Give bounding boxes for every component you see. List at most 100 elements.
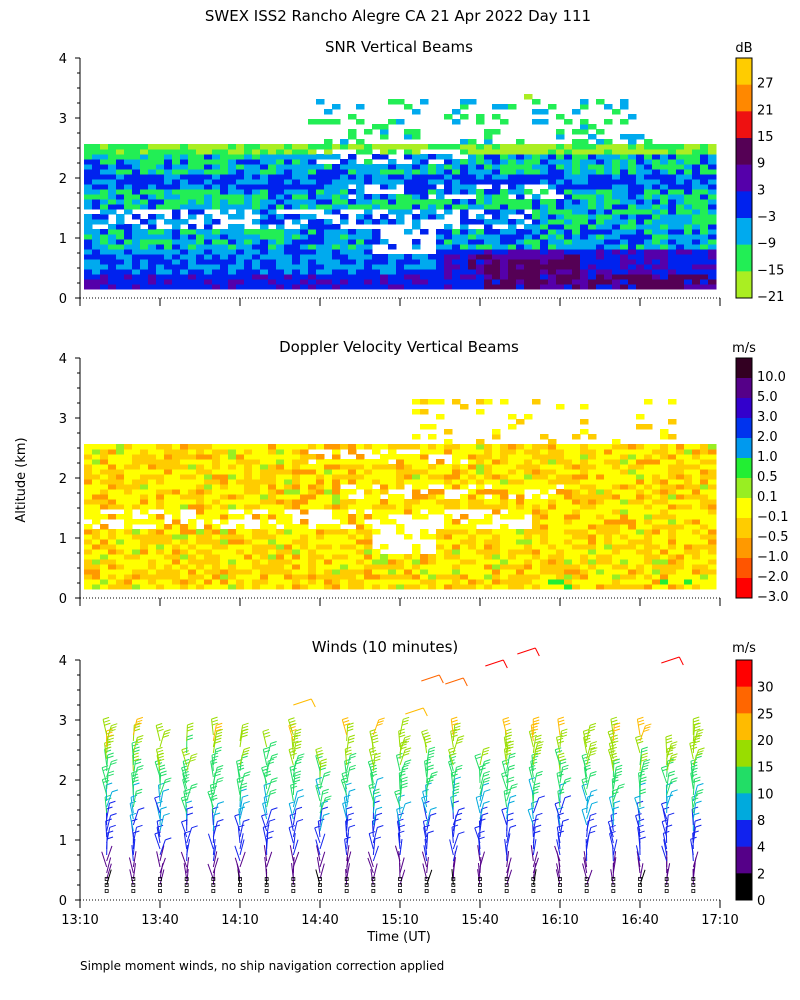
heat-cell — [644, 164, 653, 170]
heat-cell — [316, 259, 325, 265]
heat-cell — [356, 189, 365, 195]
heat-cell — [348, 179, 357, 185]
heat-cell — [652, 239, 661, 245]
heat-cell — [612, 194, 621, 200]
heat-cell — [396, 164, 405, 170]
heat-cell — [556, 114, 565, 120]
heat-cell — [92, 579, 101, 585]
heat-cell — [284, 519, 293, 525]
colorbar-swatch — [736, 418, 752, 439]
heat-cell — [580, 579, 589, 585]
wind-barb — [234, 857, 241, 874]
heat-cell — [204, 559, 213, 565]
heat-cell — [612, 484, 621, 490]
heat-cell — [532, 119, 541, 125]
heat-cell — [652, 184, 661, 190]
heat-cell — [708, 559, 717, 565]
heat-cell — [652, 264, 661, 270]
heat-cell — [700, 584, 709, 590]
heat-cell — [220, 179, 229, 185]
heat-cell — [292, 189, 301, 195]
heat-cell — [516, 574, 525, 580]
heat-cell — [700, 274, 709, 280]
heat-cell — [612, 494, 621, 500]
heat-cell — [532, 469, 541, 475]
heat-cell — [556, 254, 565, 260]
heat-cell — [204, 574, 213, 580]
heat-cell — [356, 559, 365, 565]
heat-cell — [396, 579, 405, 585]
heat-cell — [444, 429, 453, 435]
heat-cell — [164, 559, 173, 565]
heat-cell — [340, 529, 349, 535]
heat-cell — [252, 174, 261, 180]
heat-cell — [284, 254, 293, 260]
heat-cell — [404, 564, 413, 570]
heat-cell — [188, 199, 197, 205]
heat-cell — [316, 559, 325, 565]
heat-cell — [300, 169, 309, 175]
heat-cell — [212, 199, 221, 205]
heat-cell — [580, 144, 589, 150]
heat-cell — [372, 264, 381, 270]
wind-barb-feather — [102, 716, 110, 720]
heat-cell — [284, 474, 293, 480]
heat-cell — [356, 169, 365, 175]
heat-cell — [620, 249, 629, 255]
heat-cell — [524, 469, 533, 475]
heat-cell — [140, 244, 149, 250]
heat-cell — [684, 254, 693, 260]
heat-cell — [284, 269, 293, 275]
heat-cell — [444, 159, 453, 165]
heat-cell — [268, 284, 277, 290]
heat-cell — [284, 174, 293, 180]
heat-cell — [252, 249, 261, 255]
heat-cell — [164, 554, 173, 560]
heat-cell — [188, 264, 197, 270]
heat-cell — [628, 224, 637, 230]
heat-cell — [412, 409, 421, 415]
heat-cell — [388, 99, 397, 105]
heat-cell — [644, 494, 653, 500]
heat-cell — [276, 504, 285, 510]
heat-cell — [604, 444, 613, 450]
heat-cell — [300, 584, 309, 590]
heat-cell — [124, 544, 133, 550]
heat-cell — [708, 514, 717, 520]
heat-cell — [308, 559, 317, 565]
heat-cell — [516, 209, 525, 215]
heat-cell — [652, 459, 661, 465]
heat-cell — [180, 184, 189, 190]
heat-cell — [252, 479, 261, 485]
heat-cell — [660, 559, 669, 565]
heat-cell — [692, 529, 701, 535]
heat-cell — [580, 189, 589, 195]
heat-cell — [212, 469, 221, 475]
heat-cell — [228, 504, 237, 510]
heat-cell — [212, 184, 221, 190]
heat-cell — [484, 144, 493, 150]
wind-barb-feather — [191, 825, 198, 829]
heat-cell — [340, 459, 349, 465]
heat-cell — [556, 219, 565, 225]
wind-barb-feather — [186, 806, 194, 810]
heat-cell — [100, 194, 109, 200]
heat-cell — [644, 264, 653, 270]
heat-cell — [404, 269, 413, 275]
heat-cell — [260, 174, 269, 180]
heat-cell — [212, 274, 221, 280]
heat-cell — [604, 199, 613, 205]
heat-cell — [212, 539, 221, 545]
heat-cell — [572, 484, 581, 490]
heat-cell — [180, 474, 189, 480]
heat-cell — [668, 239, 677, 245]
heat-cell — [252, 444, 261, 450]
heat-cell — [692, 579, 701, 585]
heat-cell — [492, 219, 501, 225]
heat-cell — [572, 264, 581, 270]
heat-cell — [316, 229, 325, 235]
heat-cell — [508, 244, 517, 250]
wind-barb-feather — [296, 818, 304, 822]
heat-cell — [396, 174, 405, 180]
heat-cell — [660, 514, 669, 520]
